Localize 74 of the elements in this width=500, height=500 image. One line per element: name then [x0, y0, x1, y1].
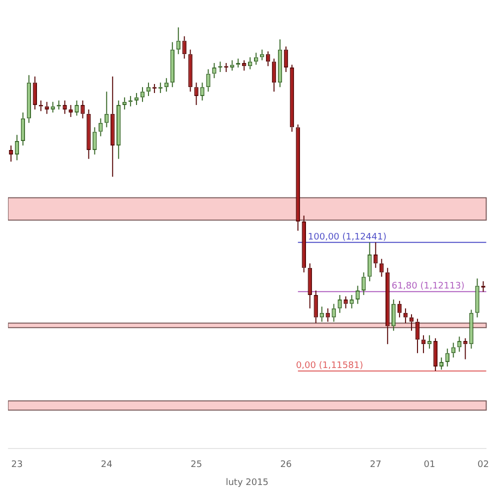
candlestick: [320, 306, 324, 322]
candlestick: [403, 308, 408, 324]
x-tick-label: 01: [424, 460, 436, 470]
candlestick: [296, 124, 300, 232]
candlestick: [14, 134, 20, 161]
candlestick: [326, 308, 330, 322]
candlestick: [194, 82, 198, 106]
candlestick: [439, 357, 444, 370]
candlestick: [212, 62, 216, 79]
candlestick: [308, 262, 312, 309]
candlestick: [86, 108, 91, 160]
candlestick: [445, 348, 450, 367]
candlestick: [278, 38, 282, 88]
candlestick: [104, 91, 109, 128]
candlestick: [188, 49, 192, 92]
x-tick-label: 24: [100, 460, 113, 470]
candlestick: [368, 242, 372, 282]
candlestick: [176, 26, 180, 55]
candlestick: [26, 74, 32, 124]
candlestick: [475, 278, 480, 318]
candlestick: [290, 64, 294, 132]
candlestick: [284, 46, 288, 72]
candlestick: [457, 336, 462, 352]
candlestick: [391, 298, 396, 332]
annotation: 0,00 (1,11581): [296, 360, 364, 371]
x-tick-label: 27: [370, 460, 382, 470]
candlestick: [397, 300, 402, 318]
candlestick: [206, 68, 210, 92]
candlestick: [380, 258, 384, 278]
candlestick: [451, 342, 456, 358]
candlestick: [182, 36, 186, 60]
candlestick: [344, 296, 348, 309]
candlestick: [356, 285, 360, 304]
x-tick-label: 23: [11, 460, 23, 470]
candlestick: [362, 272, 366, 296]
candlestick: [92, 126, 97, 155]
candlestick: [433, 338, 438, 372]
annotation: 61,80 (1,12113): [392, 281, 464, 292]
candlestick: [68, 104, 73, 118]
candlestick: [272, 58, 276, 92]
x-tick-label: 26: [280, 460, 292, 470]
candlestick: [98, 118, 103, 137]
candlestick: [350, 294, 354, 309]
candlestick: [20, 112, 26, 146]
x-tick-label: 02: [478, 460, 489, 470]
candlestick: [32, 76, 37, 110]
candlestick: [254, 52, 258, 66]
candlestick: [80, 100, 85, 119]
candlestick: [8, 145, 14, 162]
candlestick: [266, 50, 270, 67]
candlestick: [116, 100, 121, 160]
candlestick: [314, 290, 318, 324]
candlestick: [338, 294, 342, 314]
candlestick: [164, 78, 169, 92]
candlestick: [146, 82, 151, 97]
candlestick: [374, 242, 378, 268]
candlestick: [386, 267, 390, 345]
x-axis-title: luty 2015: [226, 478, 269, 488]
candlestick: [200, 82, 204, 102]
candlestick: [170, 42, 174, 88]
candlestick: [74, 100, 79, 116]
candlestick: [302, 215, 306, 273]
x-tick-label: 25: [190, 460, 202, 470]
candlestick: [62, 100, 67, 114]
candlestick: [469, 309, 474, 350]
candlestick: [248, 56, 252, 70]
candlestick: [463, 338, 468, 360]
candlestick: [50, 101, 55, 114]
candlestick: [421, 334, 426, 354]
candlestick: [332, 303, 336, 322]
candlestick: [110, 76, 115, 178]
annotation: 100,00 (1,12441): [308, 232, 386, 242]
candlestick: [409, 314, 414, 332]
candlestick: [140, 86, 145, 102]
